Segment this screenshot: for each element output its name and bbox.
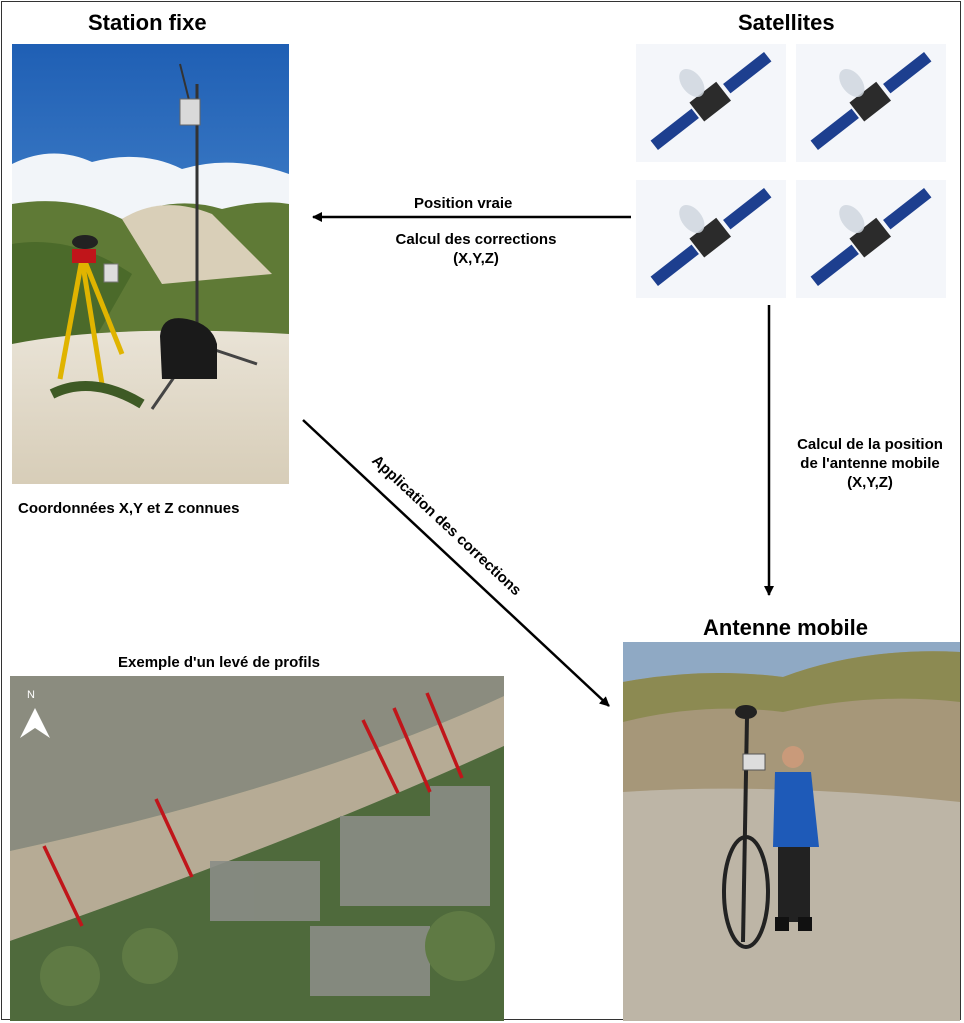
antenne-mobile-photo [623, 642, 960, 1021]
calcul-position-line-1: Calcul de la position [779, 435, 961, 454]
calcul-position-label: Calcul de la position de l'antenne mobil… [779, 435, 961, 492]
north-label: N [27, 686, 35, 705]
position-vraie-label: Position vraie [414, 194, 512, 213]
application-corrections-arrow [303, 420, 609, 706]
calcul-corrections-label: Calcul des corrections (X,Y,Z) [376, 230, 576, 268]
calcul-corrections-text: Calcul des corrections [376, 230, 576, 249]
xyz-text-2: (X,Y,Z) [779, 473, 961, 492]
xyz-text-1: (X,Y,Z) [376, 249, 576, 268]
aerial-map [10, 676, 504, 1021]
calcul-position-line-2: de l'antenne mobile [779, 454, 961, 473]
